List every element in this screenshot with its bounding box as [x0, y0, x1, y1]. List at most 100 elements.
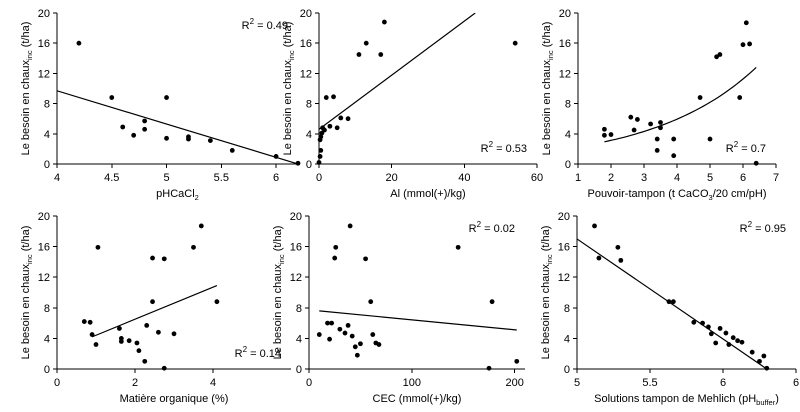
- data-point: [764, 365, 770, 371]
- data-point: [749, 349, 755, 355]
- data-point: [618, 257, 624, 263]
- y-axis-title: Le besoin en chauxinc (t/ha): [540, 226, 554, 360]
- r2-label: R2 = 0.53: [481, 140, 527, 155]
- data-point: [150, 255, 155, 261]
- data-point: [120, 124, 126, 130]
- data-point: [658, 120, 663, 125]
- x-tick-label: 0: [54, 377, 60, 389]
- r2-label-value: = 0.7: [738, 143, 766, 155]
- y-tick-label: 4: [564, 333, 570, 345]
- data-point: [658, 125, 663, 131]
- data-point: [654, 148, 660, 153]
- r2-label-sup: 2: [489, 140, 494, 149]
- data-point: [730, 335, 736, 341]
- y-axis-title-suffix: (t/ha): [540, 226, 552, 255]
- x-axis-title-suffix: ): [775, 393, 779, 405]
- y-axis-title-suffix: (t/ha): [20, 22, 32, 51]
- x-tick-label: 100: [403, 377, 421, 389]
- data-point: [697, 95, 703, 100]
- data-point: [161, 256, 167, 262]
- data-point: [295, 160, 301, 166]
- data-point: [318, 148, 324, 153]
- x-tick-label: 7: [773, 172, 779, 184]
- y-axis-title-suffix: (t/ha): [282, 22, 294, 51]
- data-point: [323, 95, 329, 100]
- data-point: [117, 326, 122, 331]
- data-point: [666, 299, 672, 305]
- data-point: [740, 42, 746, 48]
- y-axis-title-main: Le besoin en chaux: [272, 263, 284, 359]
- y-axis-title: Le besoin en chauxinc (t/ha): [20, 22, 34, 156]
- data-point: [198, 223, 204, 229]
- data-point: [358, 341, 363, 347]
- data-point: [486, 365, 492, 371]
- y-tick-label: 8: [44, 99, 50, 111]
- data-point: [327, 123, 333, 129]
- y-tick-label: 12: [290, 272, 302, 284]
- data-point: [186, 136, 191, 142]
- data-point: [628, 114, 634, 120]
- y-tick-label: 16: [558, 242, 570, 254]
- data-point: [89, 332, 95, 337]
- x-tick-label: 4: [54, 172, 60, 184]
- x-tick-label: 5.5: [642, 377, 657, 389]
- x-tick-label: 1: [575, 172, 581, 184]
- scatter-panel-4: 0 4 8 12 16 20 0 2 4 Matière organique (%) Le beso…: [20, 211, 291, 405]
- data-point: [316, 332, 322, 337]
- x-tick-label: 5: [574, 377, 580, 389]
- data-point: [489, 299, 495, 305]
- y-axis-title: Le besoin en chauxinc (t/ha): [20, 226, 34, 360]
- y-axis-title-suffix: (t/ha): [272, 226, 284, 255]
- data-point: [338, 115, 344, 121]
- data-point: [333, 244, 339, 250]
- x-axis-title: Al (mmol(+)/kg): [390, 188, 465, 200]
- data-point: [631, 127, 637, 133]
- trend-line: [319, 13, 476, 130]
- y-axis-title-sub: inc: [545, 254, 554, 264]
- data-point: [615, 244, 621, 250]
- r2-label-prefix: R: [740, 223, 748, 235]
- x-tick-label: 2: [132, 377, 138, 389]
- r2-label-prefix: R: [242, 20, 250, 32]
- y-axis-title-sub: inc: [25, 50, 34, 60]
- data-point: [229, 148, 235, 153]
- x-tick-label: 5.5: [214, 172, 229, 184]
- x-tick-label: 200: [506, 377, 524, 389]
- data-point: [81, 319, 87, 324]
- data-point: [214, 299, 220, 305]
- y-tick-label: 12: [38, 272, 50, 284]
- data-point: [150, 299, 155, 305]
- r2-label: R2 = 0.49: [242, 17, 288, 32]
- y-tick-label: 4: [44, 333, 50, 345]
- data-point: [376, 342, 382, 347]
- data-point: [118, 336, 124, 341]
- data-point: [739, 339, 745, 345]
- data-point: [273, 154, 279, 159]
- data-point: [592, 223, 597, 229]
- data-point: [700, 320, 705, 326]
- y-tick-label: 4: [296, 333, 302, 345]
- data-point: [142, 126, 148, 132]
- x-tick-label: 2: [608, 172, 614, 184]
- data-point: [156, 329, 161, 335]
- y-tick-label: 12: [558, 272, 570, 284]
- data-point: [743, 20, 749, 26]
- data-point: [363, 40, 369, 46]
- y-tick-label: 4: [44, 129, 50, 141]
- data-point: [723, 330, 729, 336]
- x-axis-title-sub: 3: [709, 193, 713, 202]
- r2-label-prefix: R: [481, 143, 489, 155]
- x-axis-title-main: Pouvoir-tampon (t CaCO: [587, 188, 708, 200]
- y-tick-label: 20: [300, 8, 312, 20]
- x-tick-label: 5: [707, 172, 713, 184]
- data-point: [131, 132, 137, 138]
- data-point: [334, 125, 340, 131]
- data-point: [93, 342, 99, 347]
- data-point: [136, 348, 142, 354]
- y-axis-title-main: Le besoin en chaux: [540, 263, 552, 359]
- r2-label-prefix: R: [469, 223, 477, 235]
- r2-label-value: = 0.49: [254, 20, 288, 32]
- r2-label-value: = 0.02: [481, 223, 515, 235]
- y-tick-label: 0: [44, 364, 50, 376]
